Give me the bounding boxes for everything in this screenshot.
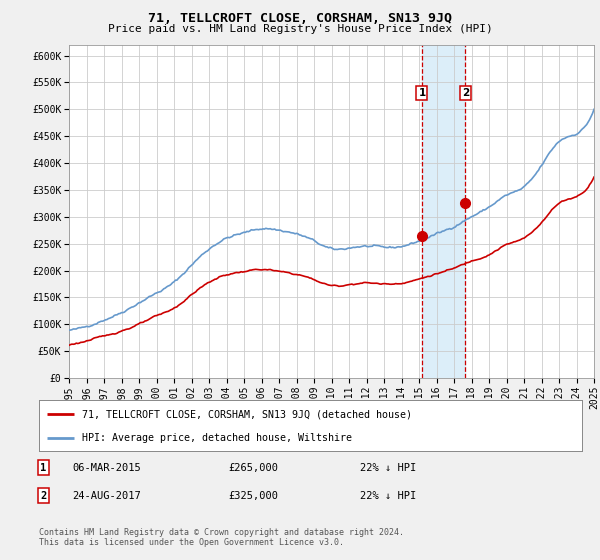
Text: 2: 2 bbox=[40, 491, 46, 501]
Text: 06-MAR-2015: 06-MAR-2015 bbox=[72, 463, 141, 473]
Text: 1: 1 bbox=[40, 463, 46, 473]
Text: 22% ↓ HPI: 22% ↓ HPI bbox=[360, 491, 416, 501]
Text: 1: 1 bbox=[418, 88, 425, 98]
Text: Contains HM Land Registry data © Crown copyright and database right 2024.
This d: Contains HM Land Registry data © Crown c… bbox=[39, 528, 404, 547]
Text: 71, TELLCROFT CLOSE, CORSHAM, SN13 9JQ (detached house): 71, TELLCROFT CLOSE, CORSHAM, SN13 9JQ (… bbox=[82, 409, 412, 419]
Text: 22% ↓ HPI: 22% ↓ HPI bbox=[360, 463, 416, 473]
Text: 24-AUG-2017: 24-AUG-2017 bbox=[72, 491, 141, 501]
Text: HPI: Average price, detached house, Wiltshire: HPI: Average price, detached house, Wilt… bbox=[82, 433, 352, 443]
Bar bbox=[422, 45, 466, 378]
Text: Price paid vs. HM Land Registry's House Price Index (HPI): Price paid vs. HM Land Registry's House … bbox=[107, 24, 493, 34]
Text: 2: 2 bbox=[462, 88, 469, 98]
Text: £265,000: £265,000 bbox=[228, 463, 278, 473]
Text: £325,000: £325,000 bbox=[228, 491, 278, 501]
Text: 71, TELLCROFT CLOSE, CORSHAM, SN13 9JQ: 71, TELLCROFT CLOSE, CORSHAM, SN13 9JQ bbox=[148, 12, 452, 25]
